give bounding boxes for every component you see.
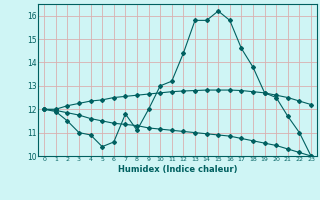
X-axis label: Humidex (Indice chaleur): Humidex (Indice chaleur) (118, 165, 237, 174)
